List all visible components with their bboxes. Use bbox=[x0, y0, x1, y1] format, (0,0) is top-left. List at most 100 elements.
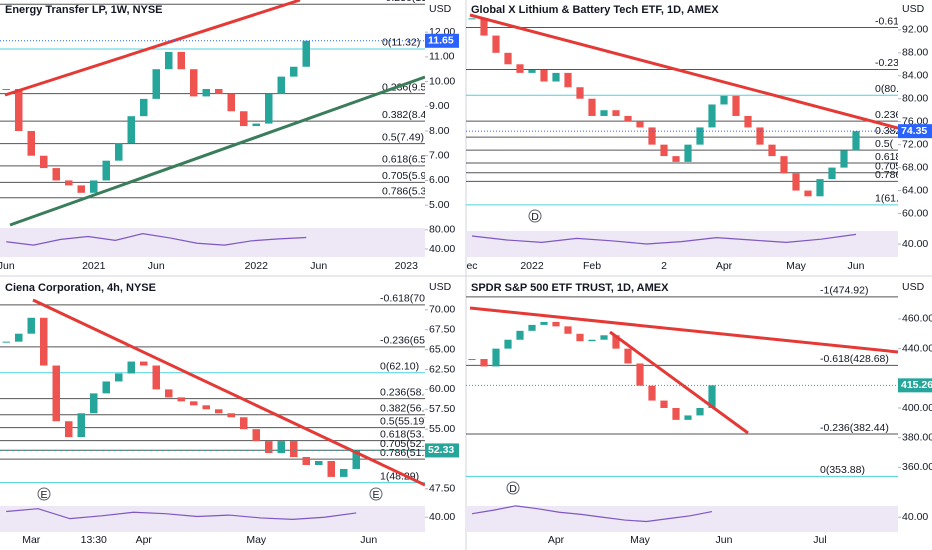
candle bbox=[468, 18, 476, 20]
candle bbox=[290, 441, 298, 458]
fib-label: 0(80. bbox=[875, 83, 899, 95]
x-tick-label: Feb bbox=[583, 260, 601, 272]
candle bbox=[816, 179, 824, 197]
candle bbox=[190, 401, 198, 406]
candle bbox=[2, 341, 10, 343]
candle bbox=[327, 461, 335, 477]
candle bbox=[115, 373, 123, 382]
currency-label: USD bbox=[902, 281, 925, 293]
candle bbox=[140, 361, 148, 366]
trend-line bbox=[469, 306, 898, 354]
candle bbox=[202, 88, 210, 97]
candle bbox=[277, 76, 285, 94]
candle bbox=[732, 95, 740, 116]
y-tick-label: 40.00 bbox=[902, 511, 928, 523]
oscillator-line bbox=[471, 233, 857, 245]
event-marker bbox=[369, 487, 383, 501]
trend-line bbox=[4, 0, 301, 97]
fib-label: 0.618(53.56 bbox=[380, 428, 436, 440]
y-tick-label: 11.00 bbox=[429, 51, 455, 63]
candle bbox=[340, 468, 348, 477]
x-tick-label: Mar bbox=[22, 534, 41, 546]
candle bbox=[504, 52, 512, 65]
candle bbox=[528, 70, 536, 73]
fib-label: 0(11.32) bbox=[382, 37, 420, 49]
trend-line bbox=[609, 330, 749, 435]
currency-label: USD bbox=[902, 3, 925, 15]
y-tick-label: 80.00 bbox=[429, 224, 455, 236]
candle bbox=[302, 457, 310, 465]
candle bbox=[227, 93, 235, 112]
oscillator-line bbox=[471, 505, 713, 523]
fib-label: -0.236(65.35 bbox=[380, 335, 440, 347]
candle bbox=[290, 66, 298, 77]
candle bbox=[768, 144, 776, 157]
event-label: D bbox=[531, 211, 539, 223]
candle bbox=[492, 348, 500, 367]
price-tag-label: 74.35 bbox=[901, 125, 927, 137]
plot: -0.618(70.6 -0.236(65.35 0(62.10) 0.236(58.… bbox=[0, 293, 440, 487]
y-tick-label: 9.00 bbox=[429, 100, 450, 112]
x-tick-label: May bbox=[786, 260, 807, 272]
y-tick-label: 60.00 bbox=[902, 207, 928, 219]
oscillator-band bbox=[0, 506, 425, 532]
candle bbox=[720, 95, 728, 105]
candle bbox=[708, 104, 716, 128]
y-tick-label: 65.00 bbox=[429, 343, 455, 355]
y-tick-label: 10.00 bbox=[429, 75, 455, 87]
candle bbox=[648, 127, 656, 145]
candle bbox=[65, 421, 73, 438]
fib-label: 0(62.10) bbox=[380, 360, 419, 372]
y-tick-label: 380.00 bbox=[902, 431, 932, 443]
candle bbox=[127, 361, 135, 374]
y-tick-label: 84.00 bbox=[902, 70, 928, 82]
candle bbox=[636, 121, 644, 128]
candle bbox=[165, 389, 173, 398]
candle bbox=[636, 363, 644, 386]
fib-label: 0.236 bbox=[875, 109, 901, 121]
currency-label: USD bbox=[429, 281, 452, 293]
candle bbox=[77, 413, 85, 438]
candle bbox=[480, 359, 488, 367]
y-tick-label: 70.00 bbox=[429, 304, 455, 316]
candle bbox=[152, 365, 160, 390]
chart-title: SPDR S&P 500 ETF TRUST, 1D, AMEX bbox=[471, 282, 669, 294]
y-tick-label: 47.50 bbox=[429, 483, 455, 495]
chart-title: Energy Transfer LP, 1W, NYSE bbox=[5, 4, 163, 16]
fib-label: -0.236(382.44) bbox=[820, 422, 889, 434]
candle bbox=[190, 69, 198, 97]
oscillator-band bbox=[466, 506, 898, 532]
trend-line bbox=[469, 13, 898, 130]
candle bbox=[265, 441, 273, 454]
plot: -1(474.92) -0.618(428.68) -0.236(382.44) 0(… bbox=[466, 285, 898, 477]
candle bbox=[492, 35, 500, 53]
candle bbox=[152, 69, 160, 99]
price-tag-label: 52.33 bbox=[428, 444, 454, 456]
y-tick-label: 440.00 bbox=[902, 342, 932, 354]
event-label: E bbox=[40, 489, 47, 501]
y-tick-label: 360.00 bbox=[902, 461, 932, 473]
price-tag bbox=[425, 33, 459, 48]
candle bbox=[600, 335, 608, 340]
candle bbox=[672, 407, 680, 420]
candle bbox=[540, 321, 548, 325]
x-tick-label: 13:30 bbox=[81, 534, 107, 546]
y-tick-label: 68.00 bbox=[902, 161, 928, 173]
candle bbox=[352, 450, 360, 469]
candle bbox=[52, 168, 60, 181]
candle bbox=[684, 415, 692, 420]
candle bbox=[140, 98, 148, 117]
x-tick-label: May bbox=[246, 534, 267, 546]
fib-label: 0.382(56.82 bbox=[380, 402, 436, 414]
fib-label: -0.23 bbox=[875, 57, 899, 69]
event-label: E bbox=[372, 489, 379, 501]
x-tick-label: 2023 bbox=[395, 260, 419, 272]
candle bbox=[528, 324, 536, 331]
x-tick-label: Jun bbox=[716, 534, 733, 546]
event-marker bbox=[528, 209, 542, 223]
candle bbox=[792, 173, 800, 191]
oscillator-line bbox=[6, 508, 357, 520]
candle bbox=[277, 441, 285, 454]
x-tick-label: Jun bbox=[848, 260, 865, 272]
